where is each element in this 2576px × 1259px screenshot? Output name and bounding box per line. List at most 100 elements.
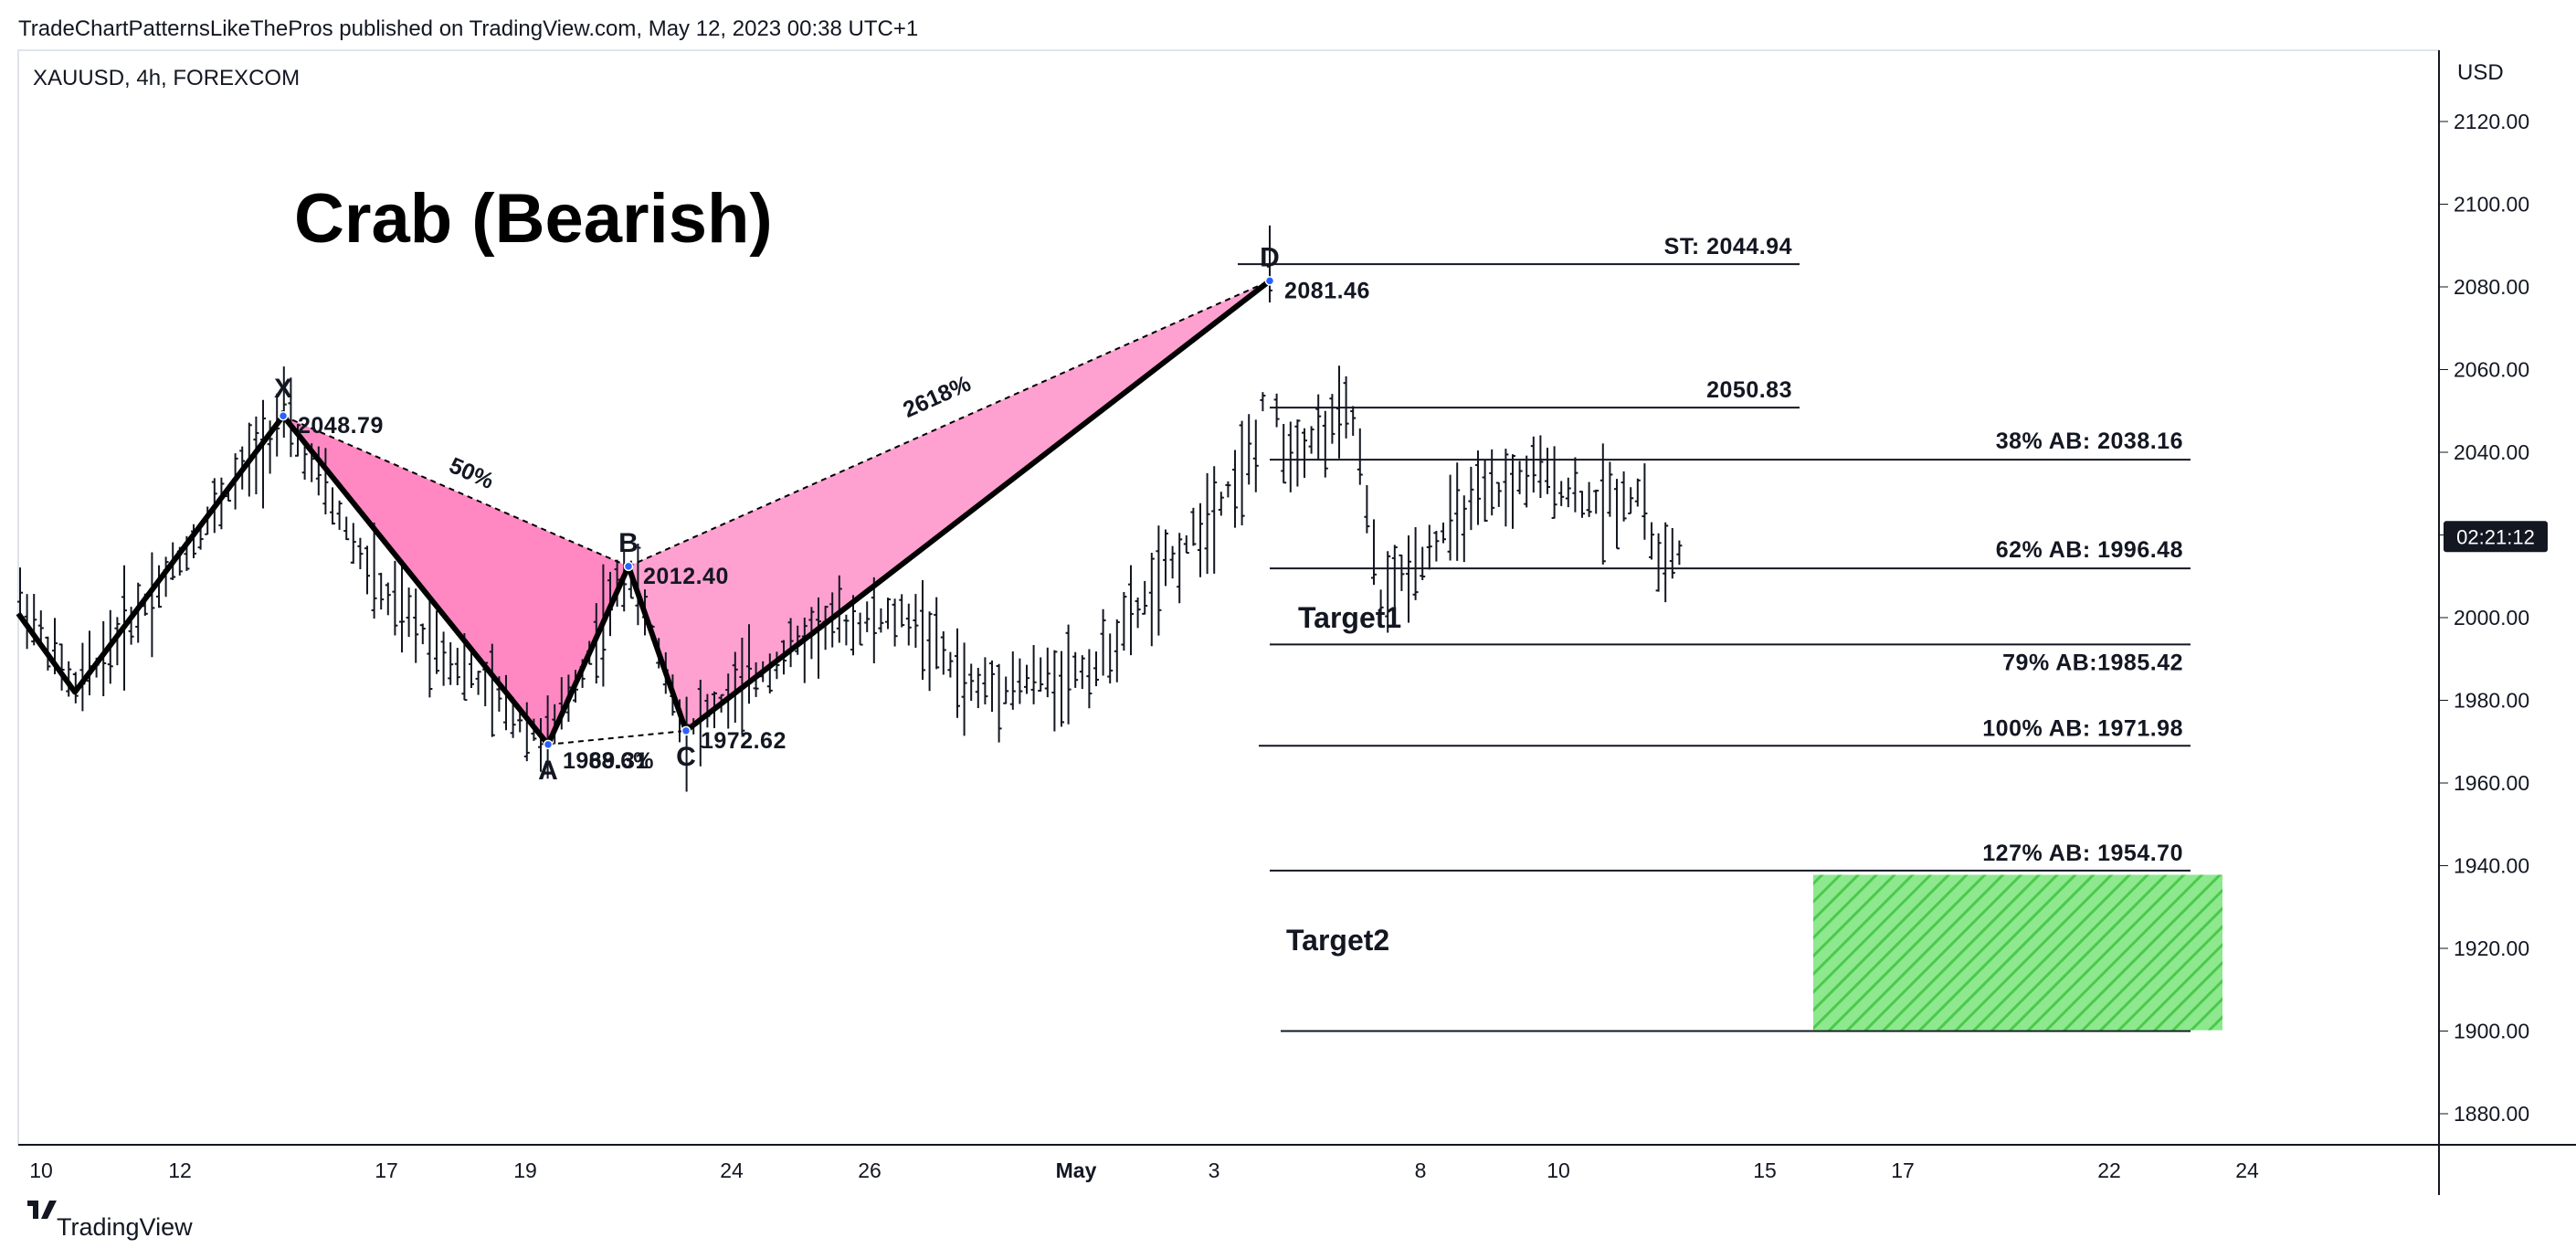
- pivot-point: [681, 725, 692, 736]
- xab-triangle: [283, 416, 628, 745]
- price-tick-label: 1940.00: [2454, 854, 2529, 878]
- candle: [1163, 529, 1168, 587]
- candle: [538, 718, 544, 772]
- candle: [1246, 414, 1252, 485]
- pattern-fill: [283, 280, 1270, 745]
- candle: [878, 608, 884, 633]
- candle: [1406, 535, 1411, 623]
- symbol-label[interactable]: XAUUSD, 4h, FOREXCOM: [33, 66, 300, 90]
- candle: [899, 594, 905, 628]
- level-label: ST: 2044.94: [1664, 234, 1792, 259]
- candle: [17, 567, 23, 613]
- pivot-price-label: 2081.46: [1284, 278, 1370, 303]
- candle: [1412, 526, 1419, 600]
- candle: [475, 671, 481, 695]
- candle: [1273, 393, 1280, 428]
- candle: [156, 565, 162, 608]
- candle: [1239, 420, 1245, 526]
- candle: [427, 598, 433, 698]
- candle: [1565, 477, 1571, 508]
- candle: [975, 667, 981, 709]
- candle: [968, 663, 975, 702]
- candle: [419, 623, 426, 645]
- pivot-point: [623, 561, 634, 572]
- level-label: 100% AB: 1971.98: [1982, 715, 2183, 741]
- candle: [1003, 676, 1009, 704]
- pivot-label: C: [676, 742, 696, 772]
- candle: [1232, 450, 1238, 528]
- price-tick-label: 2080.00: [2454, 275, 2529, 299]
- candle: [1426, 524, 1432, 570]
- candle: [440, 631, 447, 686]
- candle: [1669, 527, 1675, 579]
- candle: [1441, 522, 1446, 544]
- candle: [1107, 633, 1114, 684]
- candle: [371, 522, 377, 619]
- candle: [1142, 580, 1148, 615]
- candle: [1128, 565, 1134, 656]
- candle: [1558, 481, 1565, 506]
- candle: [336, 500, 343, 530]
- candles: [17, 225, 1683, 792]
- candle: [1086, 649, 1093, 709]
- candle: [1190, 507, 1197, 546]
- candle: [1156, 525, 1162, 636]
- candle: [1586, 481, 1592, 517]
- level-label: 2050.83: [1706, 377, 1792, 403]
- price-tick-label: 2000.00: [2454, 606, 2529, 630]
- candle: [489, 643, 495, 737]
- candle: [1350, 406, 1357, 436]
- candle: [149, 552, 155, 658]
- time-axis[interactable]: 10 12 17 19 24 26 May 3 8 10 15 17 22 24: [29, 1158, 2259, 1182]
- candle: [1017, 658, 1023, 704]
- candle: [1530, 436, 1536, 493]
- candle: [1211, 466, 1218, 574]
- candle: [37, 610, 44, 645]
- candle: [114, 617, 121, 666]
- candle: [1038, 657, 1044, 693]
- candle: [1599, 443, 1606, 565]
- candle: [58, 643, 65, 691]
- price-tick-label: 1900.00: [2454, 1020, 2529, 1043]
- candle: [1461, 495, 1467, 563]
- level-label: 127% AB: 1954.70: [1982, 841, 2183, 866]
- candle: [315, 446, 322, 496]
- published-caption: TradeChartPatternsLikeThePros published …: [18, 16, 918, 41]
- candle: [1593, 489, 1599, 514]
- pivot-point: [278, 410, 289, 421]
- lead-in-leg: [16, 414, 286, 695]
- pivot-point: [543, 739, 554, 750]
- candle: [469, 649, 474, 688]
- candle: [1148, 552, 1155, 647]
- candle: [1628, 487, 1634, 514]
- candle: [857, 612, 863, 646]
- candle: [218, 477, 225, 530]
- pivot-price-label: 1972.62: [701, 728, 787, 754]
- candle: [87, 630, 92, 696]
- candle: [1100, 608, 1106, 676]
- candle: [1294, 419, 1301, 487]
- candle: [1495, 481, 1502, 507]
- price-axis[interactable]: 1880.00 1900.00 1920.00 1940.00 1960.00 1980.…: [2439, 110, 2529, 1126]
- candle: [795, 625, 801, 655]
- candle: [1044, 647, 1050, 698]
- price-tick-label: 2060.00: [2454, 358, 2529, 382]
- pivot-point: [1264, 276, 1275, 286]
- candle: [1378, 589, 1384, 612]
- candle: [399, 560, 405, 653]
- ratio-label-xb: 50%: [446, 452, 498, 494]
- time-tick-label: May: [1056, 1158, 1097, 1182]
- pivot-label: B: [618, 528, 639, 558]
- pivot-price-label: 2048.79: [298, 413, 384, 439]
- candle: [357, 537, 364, 570]
- candle: [1399, 554, 1405, 591]
- tradingview-logo[interactable]: TradingView: [18, 1201, 193, 1241]
- ratio-label-ac: 88.6%: [589, 748, 654, 774]
- candle: [864, 601, 871, 632]
- currency-label[interactable]: USD: [2457, 60, 2504, 85]
- candle: [385, 582, 391, 616]
- candle: [1545, 448, 1550, 494]
- candle: [947, 651, 954, 678]
- candle: [1260, 392, 1266, 412]
- candle: [1614, 479, 1620, 550]
